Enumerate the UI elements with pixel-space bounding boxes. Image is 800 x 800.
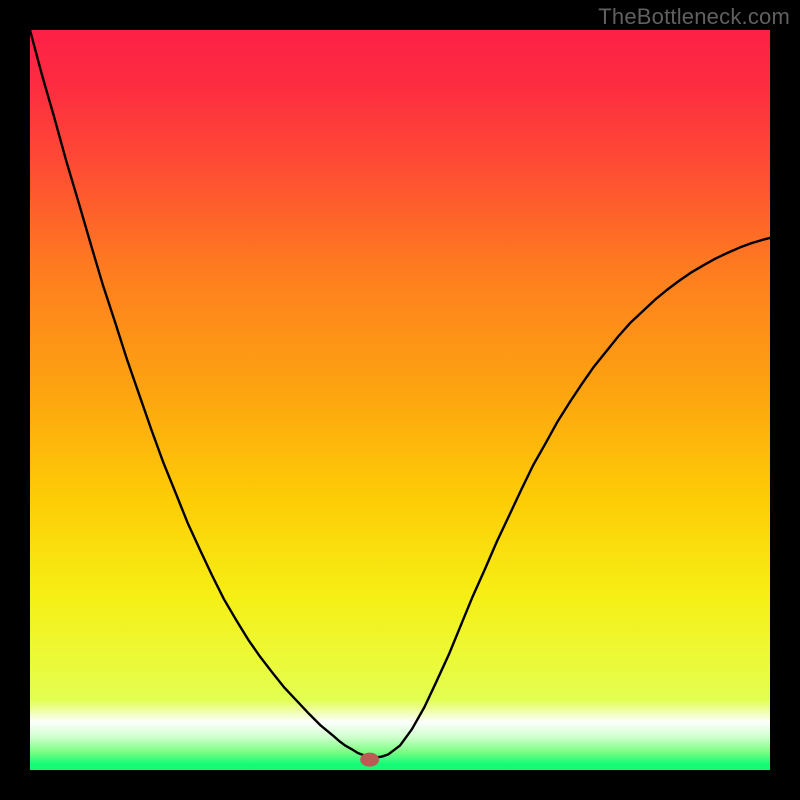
current-marker (361, 753, 379, 766)
watermark-text: TheBottleneck.com (598, 4, 790, 30)
chart-container: TheBottleneck.com (0, 0, 800, 800)
bottleneck-chart (0, 0, 800, 800)
